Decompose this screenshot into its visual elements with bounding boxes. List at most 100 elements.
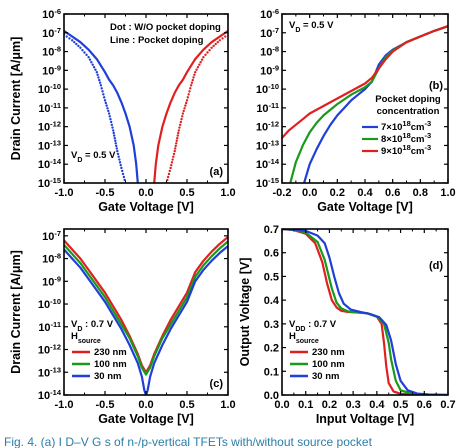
data-point [208,48,211,52]
series-d-2 [282,229,448,395]
data-point [107,112,111,115]
y-tick-label: 10-7 [42,25,61,40]
data-point [224,35,227,38]
data-point [193,73,196,77]
y-axis-label: Drain Current [A/μm] [9,37,23,161]
series-a-3 [64,33,126,182]
data-point [176,134,179,137]
x-tick-label: 0.0 [302,187,317,199]
data-point [191,78,194,82]
data-point [178,126,181,129]
y-tick-label: 0.0 [264,390,279,402]
panel-label: (c) [210,378,224,390]
y-axis-label: Drain Current [A/μm] [9,250,23,374]
data-point [196,66,200,69]
data-point [104,101,108,105]
data-point [73,40,76,44]
data-point [179,120,183,124]
data-point [65,35,68,38]
y-tick-label: 10-10 [38,297,61,312]
y-tick-label: 10-14 [256,157,280,172]
data-point [175,139,178,142]
data-point [200,58,204,61]
series-line [64,240,228,376]
data-point [183,107,186,110]
data-point [181,115,184,118]
y-tick-label: 10-9 [42,274,61,289]
y-tick-label: 10-8 [260,44,279,59]
annotation-line-legend: Line : Pocket doping [110,35,204,46]
y-tick-label: 0.2 [264,343,279,355]
x-tick-label: 0.5 [179,399,194,411]
data-point [77,44,80,48]
data-point [116,149,119,153]
y-tick-label: 10-6 [260,7,279,22]
data-point [95,71,99,74]
data-point [115,144,118,148]
data-point [206,51,209,54]
x-tick-label: -0.5 [96,187,115,199]
series-line [282,229,448,395]
data-point [110,123,114,126]
y-tick-label: 10-13 [38,138,61,153]
data-point [109,117,112,121]
y-tick-label: 0.4 [264,295,280,307]
data-point [103,99,107,102]
annotation-hsource: Hsource [71,331,101,345]
panel-label: (a) [210,166,224,178]
x-tick-label: 0.3 [345,399,360,411]
panel-d: 0.0 0.1 0.2 0.3 0.4 0.5 0.6 0.7 0.0 0.1 0.2 0.3 0.4 0… [238,224,456,426]
x-tick-label: 0.4 [357,187,373,199]
series-line [64,29,139,183]
y-tick-label: 10-10 [38,82,61,97]
data-point [112,131,115,135]
data-point [91,63,94,66]
data-point [178,123,182,126]
y-tick-label: 10-10 [256,82,279,97]
legend-entry: 100 nm [312,359,345,370]
x-axis-label: Gate Voltage [V] [317,200,413,214]
series-b-2 [282,25,448,139]
data-point [120,166,123,170]
x-tick-label: 1.0 [440,187,455,199]
data-point [92,66,96,69]
panel-label: (b) [429,80,443,92]
x-tick-label: 0.2 [330,187,345,199]
data-point [68,37,71,40]
data-point [198,63,201,66]
data-point [97,76,100,79]
data-point [85,53,88,57]
y-tick-label: 10-9 [42,63,61,78]
y-tick-label: 10-14 [38,388,62,403]
data-point [212,44,215,48]
data-point [170,161,174,164]
x-tick-label: 1.0 [220,399,235,411]
y-tick-label: 10-11 [38,100,61,115]
x-tick-label: 0.0 [138,399,153,411]
data-point [177,131,180,135]
data-point [101,90,104,93]
data-point [188,90,191,93]
series-a-2 [64,29,139,183]
x-tick-label: -0.2 [273,187,292,199]
x-axis-label: Input Voltage [V] [316,412,414,426]
legend-entry: 8×1018cm-3 [381,131,431,146]
data-point [109,120,113,124]
data-point [90,60,93,64]
x-tick-label: 0.2 [322,399,337,411]
data-point [106,107,109,110]
plot-frame [63,228,229,396]
y-tick-label: 10-8 [42,251,61,266]
data-point [181,112,185,115]
data-point [167,172,171,176]
x-tick-label: 0.8 [413,187,428,199]
series-c-1 [64,240,228,376]
data-point [172,152,176,156]
y-tick-label: 0.3 [264,319,279,331]
series-c-2 [64,245,228,395]
y-tick-label: 10-12 [38,342,61,357]
x-axis-label: Gate Voltage [V] [98,200,194,214]
data-point [214,42,217,46]
data-point [169,166,172,170]
